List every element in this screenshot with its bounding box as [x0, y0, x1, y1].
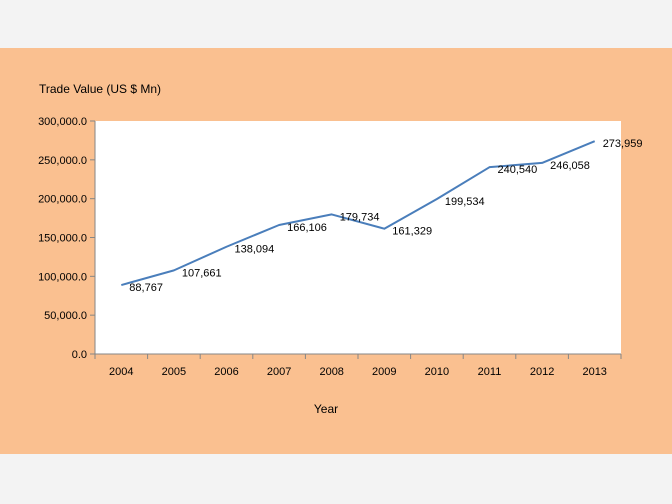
plot-area [95, 121, 621, 354]
y-tick-label: 0.0 [72, 349, 87, 361]
y-tick-label: 100,000.0 [38, 271, 87, 283]
data-label: 107,661 [182, 267, 222, 279]
y-tick-label: 150,000.0 [38, 233, 87, 245]
x-tick-label: 2004 [109, 366, 133, 378]
x-axis-title: Year [313, 402, 339, 416]
y-tick-label: 300,000.0 [38, 116, 87, 128]
data-labels: 88,767 107,661 138,094 166,106 179,734 161,32… [129, 138, 642, 294]
x-tick-label: 2008 [319, 366, 343, 378]
x-tick-label: 2011 [478, 366, 502, 378]
x-tick-label: 2005 [162, 366, 186, 378]
data-label: 240,540 [498, 164, 538, 176]
data-label: 246,058 [550, 160, 590, 172]
series-line [121, 140, 596, 287]
y-tick-label: 50,000.0 [44, 310, 87, 322]
x-tick-label: 2013 [582, 366, 606, 378]
data-label: 199,534 [445, 196, 485, 208]
x-tick-label: 2012 [530, 366, 554, 378]
x-tick-label: 2006 [214, 366, 238, 378]
data-label: 166,106 [287, 222, 327, 234]
y-axis-title: Trade Value (US $ Mn) [39, 82, 162, 96]
data-label: 179,734 [340, 211, 380, 223]
data-label: 161,329 [392, 226, 432, 238]
data-series [121, 140, 596, 287]
x-tick-label: 2009 [372, 366, 396, 378]
data-label: 138,094 [235, 244, 275, 256]
y-tick-label: 250,000.0 [38, 155, 87, 167]
x-tick-label: 2007 [267, 366, 291, 378]
x-tick-label: 2010 [425, 366, 449, 378]
axes: 0.0 50,000.0 100,000.0 150,000.0 200,000.0 25… [38, 116, 622, 378]
y-tick-label: 200,000.0 [38, 194, 87, 206]
data-label: 88,767 [129, 282, 163, 294]
data-label: 273,959 [603, 138, 643, 150]
